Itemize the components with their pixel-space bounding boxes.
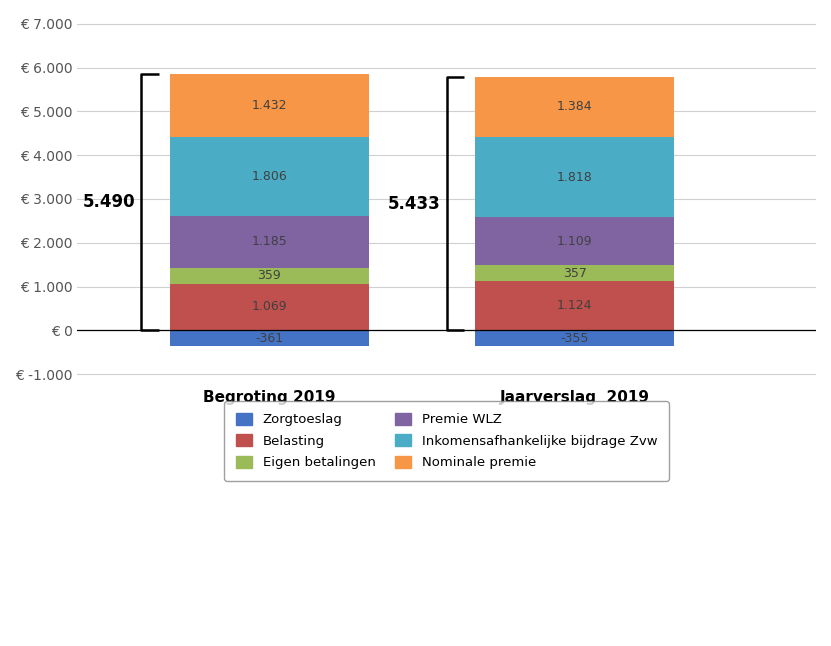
Text: 1.384: 1.384 [557,101,593,114]
Text: 1.124: 1.124 [557,299,593,312]
Bar [475,266,674,281]
Text: 1.109: 1.109 [557,234,593,247]
Bar [475,138,674,217]
Text: -355: -355 [560,331,588,345]
Text: 5.433: 5.433 [388,194,441,213]
Text: 359: 359 [258,269,281,282]
Bar [475,77,674,138]
Bar [475,281,674,330]
Legend: Zorgtoeslag, Belasting, Eigen betalingen, Premie WLZ, Inkomensafhankelijke bijdr: Zorgtoeslag, Belasting, Eigen betalingen… [224,401,669,481]
Bar [475,330,674,346]
Text: 1.432: 1.432 [251,99,287,112]
Bar [170,74,369,137]
Text: 357: 357 [563,267,587,280]
Text: 1.806: 1.806 [251,170,287,183]
Bar [475,217,674,266]
Text: 1.185: 1.185 [251,235,287,248]
Bar [170,268,369,284]
Bar [170,137,369,216]
Text: 1.069: 1.069 [251,300,287,313]
Bar [170,216,369,268]
Text: 1.818: 1.818 [557,171,593,183]
Text: -361: -361 [255,332,283,345]
Bar [170,284,369,330]
Bar [170,330,369,346]
Text: 5.490: 5.490 [83,193,135,211]
